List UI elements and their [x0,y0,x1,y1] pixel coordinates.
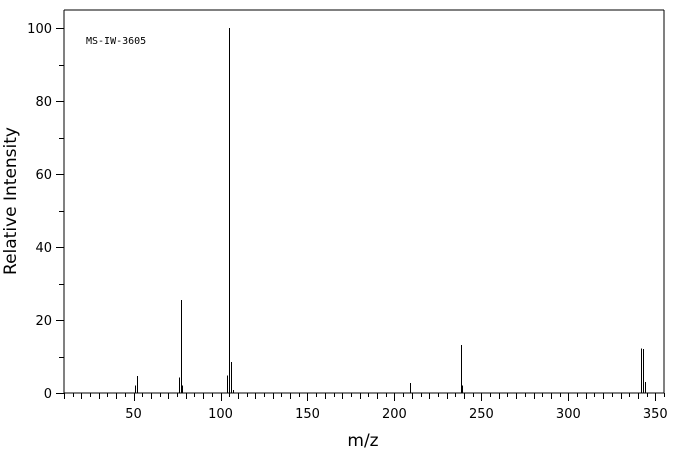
y-tick-label: 80 [35,95,52,110]
x-axis: 50 100 150 200 250 300 350 [64,393,668,422]
x-tick-label: 200 [382,407,407,422]
y-tick-label: 0 [44,387,52,402]
x-tick-label: 250 [469,407,494,422]
spectrum-peaks [135,28,646,393]
y-tick-label: 100 [27,22,52,37]
x-tick-label: 350 [643,407,668,422]
plot-frame [63,9,665,394]
y-axis-label: Relative Intensity [1,127,21,275]
y-tick-label: 40 [35,241,52,256]
x-tick-label: 50 [125,407,142,422]
y-tick-label: 20 [35,314,52,329]
spectrum-id-annotation: MS-IW-3605 [86,36,146,47]
y-axis: 0 20 40 60 80 100 [27,22,64,402]
y-tick-label: 60 [35,168,52,183]
x-tick-label: 100 [208,407,233,422]
x-tick-label: 150 [295,407,320,422]
x-tick-label: 300 [556,407,581,422]
x-axis-label: m/z [347,431,378,451]
